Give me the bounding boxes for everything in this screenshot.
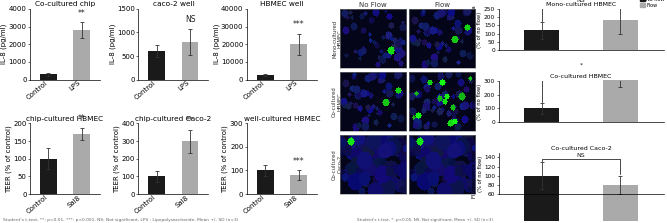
Y-axis label: TEER (% of control): TEER (% of control) bbox=[5, 125, 11, 193]
Bar bbox=[257, 75, 273, 80]
Bar bbox=[603, 185, 638, 221]
Bar bbox=[524, 108, 560, 122]
Y-axis label: IL-8 (pg/ml): IL-8 (pg/ml) bbox=[109, 24, 115, 64]
Y-axis label: Mono-cultured
HBMEC: Mono-cultured HBMEC bbox=[332, 20, 343, 58]
Bar bbox=[290, 175, 307, 194]
Y-axis label: Co-cultured
HBMEC: Co-cultured HBMEC bbox=[332, 86, 343, 117]
Bar bbox=[603, 21, 638, 50]
Bar bbox=[73, 134, 90, 194]
Title: No Flow: No Flow bbox=[360, 2, 388, 8]
Bar bbox=[182, 141, 198, 194]
Text: NS: NS bbox=[185, 15, 195, 25]
Bar bbox=[149, 51, 165, 80]
Bar bbox=[290, 44, 307, 80]
Legend: No flow, Flow: No flow, Flow bbox=[640, 0, 664, 8]
Title: Mono-cultured HBMEC: Mono-cultured HBMEC bbox=[546, 2, 616, 7]
Bar bbox=[149, 176, 165, 194]
Title: well-cultured HBMEC: well-cultured HBMEC bbox=[243, 116, 320, 122]
Text: *: * bbox=[580, 63, 583, 68]
Text: **: ** bbox=[186, 116, 194, 125]
Y-axis label: Co-cultured
Caco-2: Co-cultured Caco-2 bbox=[332, 149, 343, 180]
Y-axis label: Fluorescence Area
(% of no flow): Fluorescence Area (% of no flow) bbox=[472, 77, 482, 126]
Text: NS: NS bbox=[577, 153, 586, 158]
Bar bbox=[524, 30, 560, 50]
Y-axis label: Fluorescence Area
(% of no flow): Fluorescence Area (% of no flow) bbox=[472, 5, 482, 54]
Text: NS: NS bbox=[577, 0, 586, 3]
Bar bbox=[257, 170, 273, 194]
Text: ***: *** bbox=[293, 21, 304, 29]
Title: chip-cultured HBMEC: chip-cultured HBMEC bbox=[27, 116, 103, 122]
Bar bbox=[40, 159, 57, 194]
Y-axis label: IL-8 (pg/ml): IL-8 (pg/ml) bbox=[1, 24, 7, 64]
Bar bbox=[524, 176, 560, 221]
Title: chip-cultured Caco-2: chip-cultured Caco-2 bbox=[135, 116, 211, 122]
Text: Student's t-test, **: p<0.01, ***: p<0.001, NS: Not significant, LPS : Lipopolys: Student's t-test, **: p<0.01, ***: p<0.0… bbox=[3, 218, 239, 222]
Bar bbox=[603, 80, 638, 122]
Text: Student's t-test, *: p<0.05, NS: Not significant, Mean +/- SD (n=3): Student's t-test, *: p<0.05, NS: Not sig… bbox=[357, 218, 493, 222]
Title: Co-cultured chip: Co-cultured chip bbox=[35, 1, 95, 7]
Text: ***: *** bbox=[293, 157, 304, 166]
Y-axis label: IL-8 (pg/ml): IL-8 (pg/ml) bbox=[213, 24, 219, 64]
Y-axis label: Fluorescence Area
(% of no flow): Fluorescence Area (% of no flow) bbox=[472, 149, 482, 198]
Title: HBMEC well: HBMEC well bbox=[260, 1, 303, 7]
Text: **: ** bbox=[78, 9, 85, 18]
Text: **: ** bbox=[78, 114, 85, 123]
Title: caco-2 well: caco-2 well bbox=[153, 1, 194, 7]
Title: Co-cultured Caco-2: Co-cultured Caco-2 bbox=[551, 146, 612, 151]
Bar bbox=[182, 42, 198, 80]
Y-axis label: TEER (% of control): TEER (% of control) bbox=[222, 125, 229, 193]
Y-axis label: TEER (% of control): TEER (% of control) bbox=[113, 125, 120, 193]
Title: Co-cultured HBMEC: Co-cultured HBMEC bbox=[550, 74, 612, 79]
Bar bbox=[73, 30, 90, 80]
Title: Flow: Flow bbox=[434, 2, 450, 8]
Bar bbox=[40, 74, 57, 80]
